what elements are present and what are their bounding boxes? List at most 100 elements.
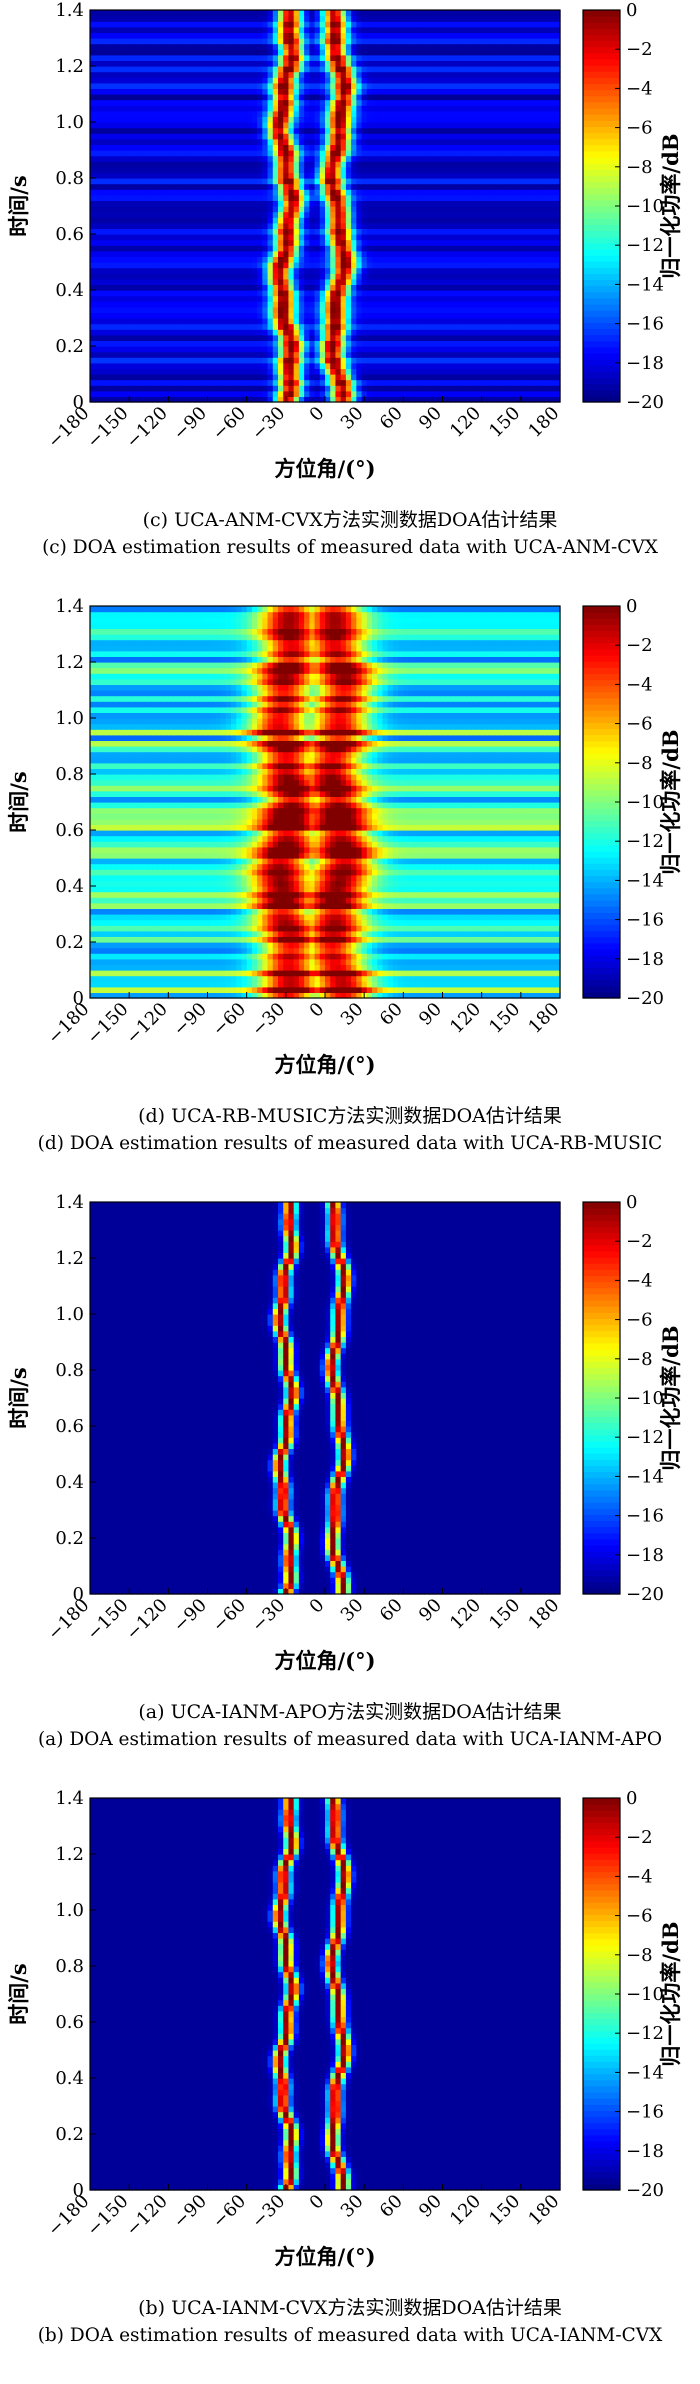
heatmap-cell [487,368,493,374]
heatmap-cell [257,223,263,229]
heatmap-cell [241,88,247,94]
heatmap-cell [393,268,399,274]
heatmap-cell [534,172,540,178]
heatmap-cell [550,340,556,346]
heatmap-cell [273,352,279,358]
heatmap-cell [534,256,540,262]
heatmap-cell [424,312,430,318]
heatmap-cell [367,133,373,139]
heatmap-cell [450,195,456,201]
heatmap-cell [503,329,509,335]
heatmap-cell [111,200,117,206]
heatmap-cell [372,374,378,380]
heatmap-cell [132,346,138,352]
heatmap-cell [440,385,446,391]
heatmap-cell [544,122,550,128]
heatmap-cell [147,363,153,369]
heatmap-cell [111,212,117,218]
heatmap-cell [414,217,420,223]
heatmap-cell [487,217,493,223]
heatmap-cell [497,318,503,324]
heatmap-cell [534,346,540,352]
heatmap-cell [315,307,321,313]
heatmap-cell [325,234,331,240]
heatmap-cell [90,296,96,302]
heatmap-cell [309,206,315,212]
heatmap-cell [221,167,227,173]
heatmap-cell [147,385,153,391]
heatmap-cell [377,290,383,296]
heatmap-cell [116,223,122,229]
heatmap-cell [174,256,180,262]
heatmap-cell [231,122,237,128]
heatmap-cell [200,385,206,391]
heatmap-cell [450,206,456,212]
heatmap-cell [174,122,180,128]
heatmap-cell [377,296,383,302]
heatmap-cell [382,380,388,386]
heatmap-cell [153,340,159,346]
heatmap-cell [497,217,503,223]
heatmap-cell [482,184,488,190]
heatmap-cell [398,262,404,268]
heatmap-cell [476,268,482,274]
heatmap-cell [450,357,456,363]
heatmap-cell [325,284,331,290]
heatmap-cell [278,312,284,318]
heatmap-cell [377,346,383,352]
heatmap-cell [356,122,362,128]
heatmap-cell [356,374,362,380]
heatmap-cell [382,212,388,218]
heatmap-cell [299,307,305,313]
heatmap-cell [487,318,493,324]
heatmap-cell [163,111,169,117]
heatmap-cell [309,385,315,391]
heatmap-cell [544,100,550,106]
heatmap-cell [445,368,451,374]
heatmap-cell [513,324,519,330]
heatmap-cell [142,318,148,324]
heatmap-cell [200,380,206,386]
heatmap-cell [262,122,268,128]
heatmap-cell [550,346,556,352]
heatmap-cell [247,284,253,290]
heatmap-cell [529,290,535,296]
heatmap-cell [288,346,294,352]
heatmap-cell [471,368,477,374]
heatmap-cell [534,240,540,246]
heatmap-cell [320,189,326,195]
heatmap-cell [304,172,310,178]
heatmap-cell [127,346,133,352]
heatmap-cell [189,189,195,195]
heatmap-cell [445,228,451,234]
heatmap-cell [372,212,378,218]
heatmap-cell [544,296,550,302]
heatmap-cell [226,161,232,167]
heatmap-cell [424,391,430,397]
heatmap-cell [262,133,268,139]
heatmap-cell [461,279,467,285]
heatmap-cell [241,262,247,268]
heatmap-cell [315,363,321,369]
heatmap-cell [158,329,164,335]
heatmap-cell [179,273,185,279]
heatmap-cell [461,240,467,246]
heatmap-cell [356,116,362,122]
heatmap-cell [377,161,383,167]
heatmap-cell [247,240,253,246]
heatmap-cell [278,301,284,307]
heatmap-cell [147,178,153,184]
heatmap-cell [147,357,153,363]
heatmap-cell [184,189,190,195]
heatmap-cell [398,346,404,352]
heatmap-cell [179,223,185,229]
heatmap-cell [283,212,289,218]
heatmap-cell [409,318,415,324]
heatmap-cell [330,184,336,190]
heatmap-cell [116,150,122,156]
heatmap-cell [335,296,341,302]
heatmap-cell [550,122,556,128]
heatmap-cell [456,206,462,212]
heatmap-cell [147,189,153,195]
heatmap-cell [205,88,211,94]
